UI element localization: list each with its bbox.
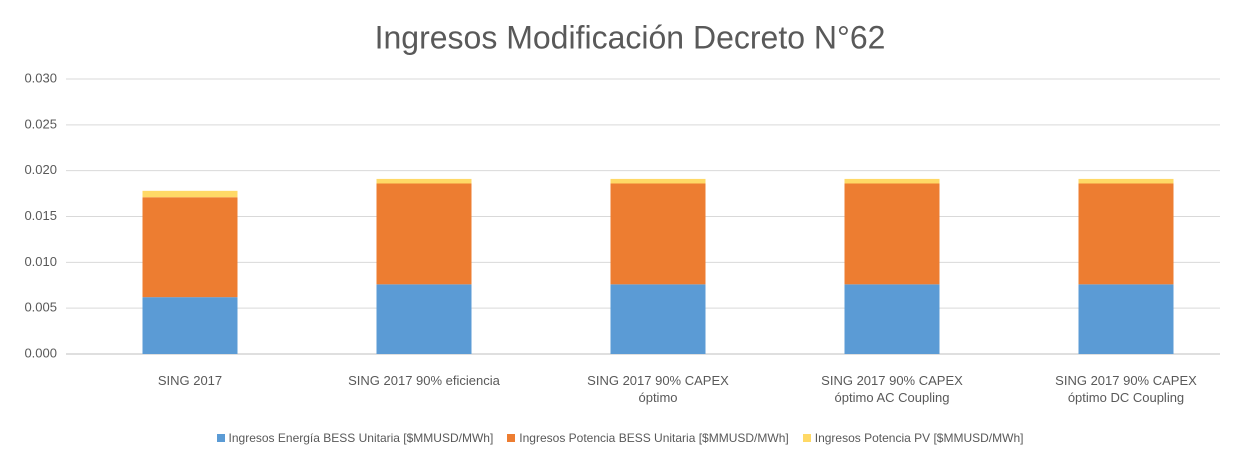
legend-item: Ingresos Potencia BESS Unitaria [$MMUSD/… [507, 431, 789, 445]
x-tick-label: SING 2017 [157, 373, 223, 388]
bar-segment [1078, 183, 1174, 285]
bar-segment [376, 183, 472, 285]
bar-segment [376, 178, 472, 184]
bar-segment [610, 284, 706, 354]
chart-title: Ingresos Modificación Decreto N°62 [375, 19, 886, 55]
legend-item: Ingresos Energía BESS Unitaria [$MMUSD/M… [216, 431, 494, 445]
y-tick-label: 0.030 [24, 70, 57, 85]
bar-segment [142, 297, 238, 354]
x-tick-label: SING 2017 90% CAPEX óptimo [587, 373, 729, 405]
legend-swatch [802, 434, 811, 442]
y-tick-label: 0.015 [24, 208, 57, 223]
bar-segment [142, 190, 238, 198]
legend-swatch [216, 434, 225, 442]
bar-segment [610, 183, 706, 285]
legend-label: Ingresos Energía BESS Unitaria [$MMUSD/M… [228, 431, 494, 445]
bar-segment [844, 183, 940, 285]
bar-segment [844, 178, 940, 184]
bar-segment [142, 197, 238, 298]
bar-segment [844, 284, 940, 354]
bar-segment [610, 178, 706, 184]
bar-segment [376, 284, 472, 354]
legend-swatch [507, 434, 516, 442]
legend-label: Ingresos Potencia BESS Unitaria [$MMUSD/… [519, 431, 789, 445]
bar-segment [1078, 284, 1174, 354]
x-tick-label: SING 2017 90% CAPEX óptimo DC Coupling [1055, 373, 1197, 405]
x-tick-label: SING 2017 90% CAPEX óptimo AC Coupling [821, 373, 963, 405]
y-tick-label: 0.010 [24, 254, 57, 269]
legend-item: Ingresos Potencia PV [$MMUSD/MWh] [802, 431, 1024, 445]
x-tick-label: SING 2017 90% eficiencia [348, 373, 500, 388]
y-tick-label: 0.025 [24, 116, 57, 131]
legend-label: Ingresos Potencia PV [$MMUSD/MWh] [814, 431, 1024, 445]
bar-segment [1078, 178, 1174, 184]
legend: Ingresos Energía BESS Unitaria [$MMUSD/M… [0, 431, 1240, 445]
y-tick-label: 0.020 [24, 162, 57, 177]
y-tick-label: 0.000 [24, 345, 57, 360]
y-tick-label: 0.005 [24, 300, 57, 315]
